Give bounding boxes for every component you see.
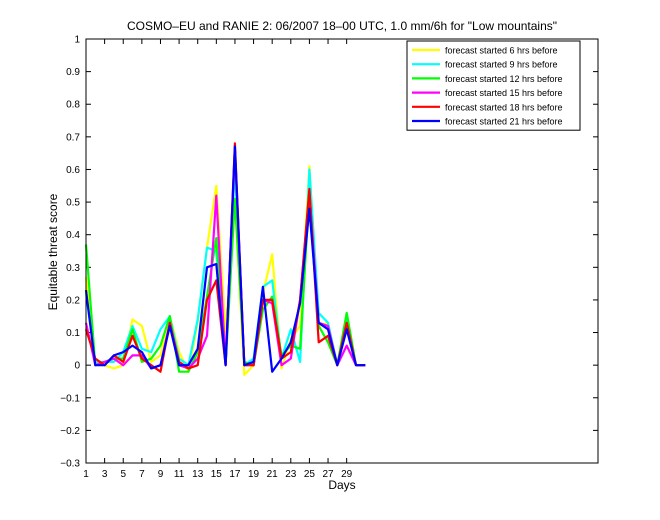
plot-frame (85, 38, 599, 464)
y-tick-label: −0.1 (60, 393, 80, 404)
legend-label-6: forecast started 21 hrs before (445, 117, 563, 127)
x-tick-label: 3 (102, 469, 108, 480)
x-tick-label: 19 (248, 469, 260, 480)
x-axis-ticks: 1 3 5 7 9 11 13 15 17 19 21 23 25 27 29 (83, 39, 353, 480)
legend: forecast started 6 hrs before forecast st… (406, 40, 581, 131)
x-tick-label: 1 (83, 469, 89, 480)
legend-label-1: forecast started 6 hrs before (445, 46, 558, 56)
y-tick-label: 0.6 (66, 165, 80, 176)
y-tick-label: 0.2 (66, 295, 80, 306)
y-tick-label: 0.3 (66, 263, 80, 274)
y-tick-label: 0.5 (66, 198, 80, 209)
series-lines (84, 142, 366, 376)
x-tick-label: 29 (341, 469, 353, 480)
y-tick-label: 0.9 (66, 67, 80, 78)
y-tick-label: −0.2 (60, 426, 80, 437)
legend-label-4: forecast started 15 hrs before (445, 88, 563, 98)
x-tick-label: 21 (267, 469, 279, 480)
y-tick-label: 0.7 (66, 132, 80, 143)
x-tick-label: 7 (139, 469, 145, 480)
y-axis-label: Equitable threat score (46, 193, 60, 310)
y-tick-label: 0 (74, 361, 80, 372)
y-tick-label: 0.4 (66, 230, 80, 241)
x-tick-label: 25 (304, 469, 316, 480)
y-tick-label: 1 (74, 35, 80, 46)
legend-box (406, 40, 581, 131)
y-tick-label: 0.1 (66, 328, 80, 339)
chart-title: COSMO–EU and RANIE 2: 06/2007 18–00 UTC,… (127, 19, 557, 33)
y-axis-ticks: −0.3 −0.2 −0.1 0 0.1 0.2 0.3 0.4 0.5 0.6 0.7 0.8 0.9… (60, 35, 598, 470)
x-tick-label: 11 (174, 469, 185, 480)
x-tick-label: 23 (285, 469, 297, 480)
x-axis-label: Days (328, 478, 355, 492)
x-tick-label: 17 (229, 469, 241, 480)
y-tick-label: 0.8 (66, 100, 80, 111)
y-tick-label: −0.3 (60, 459, 80, 470)
x-tick-label: 15 (211, 469, 223, 480)
x-tick-label: 5 (120, 469, 126, 480)
x-tick-label: 27 (322, 469, 334, 480)
series-line-6 (84, 145, 366, 373)
legend-label-2: forecast started 9 hrs before (445, 60, 558, 70)
x-tick-label: 13 (192, 469, 204, 480)
x-tick-label: 9 (158, 469, 164, 480)
legend-label-5: forecast started 18 hrs before (445, 102, 563, 112)
legend-label-3: forecast started 12 hrs before (445, 74, 563, 84)
